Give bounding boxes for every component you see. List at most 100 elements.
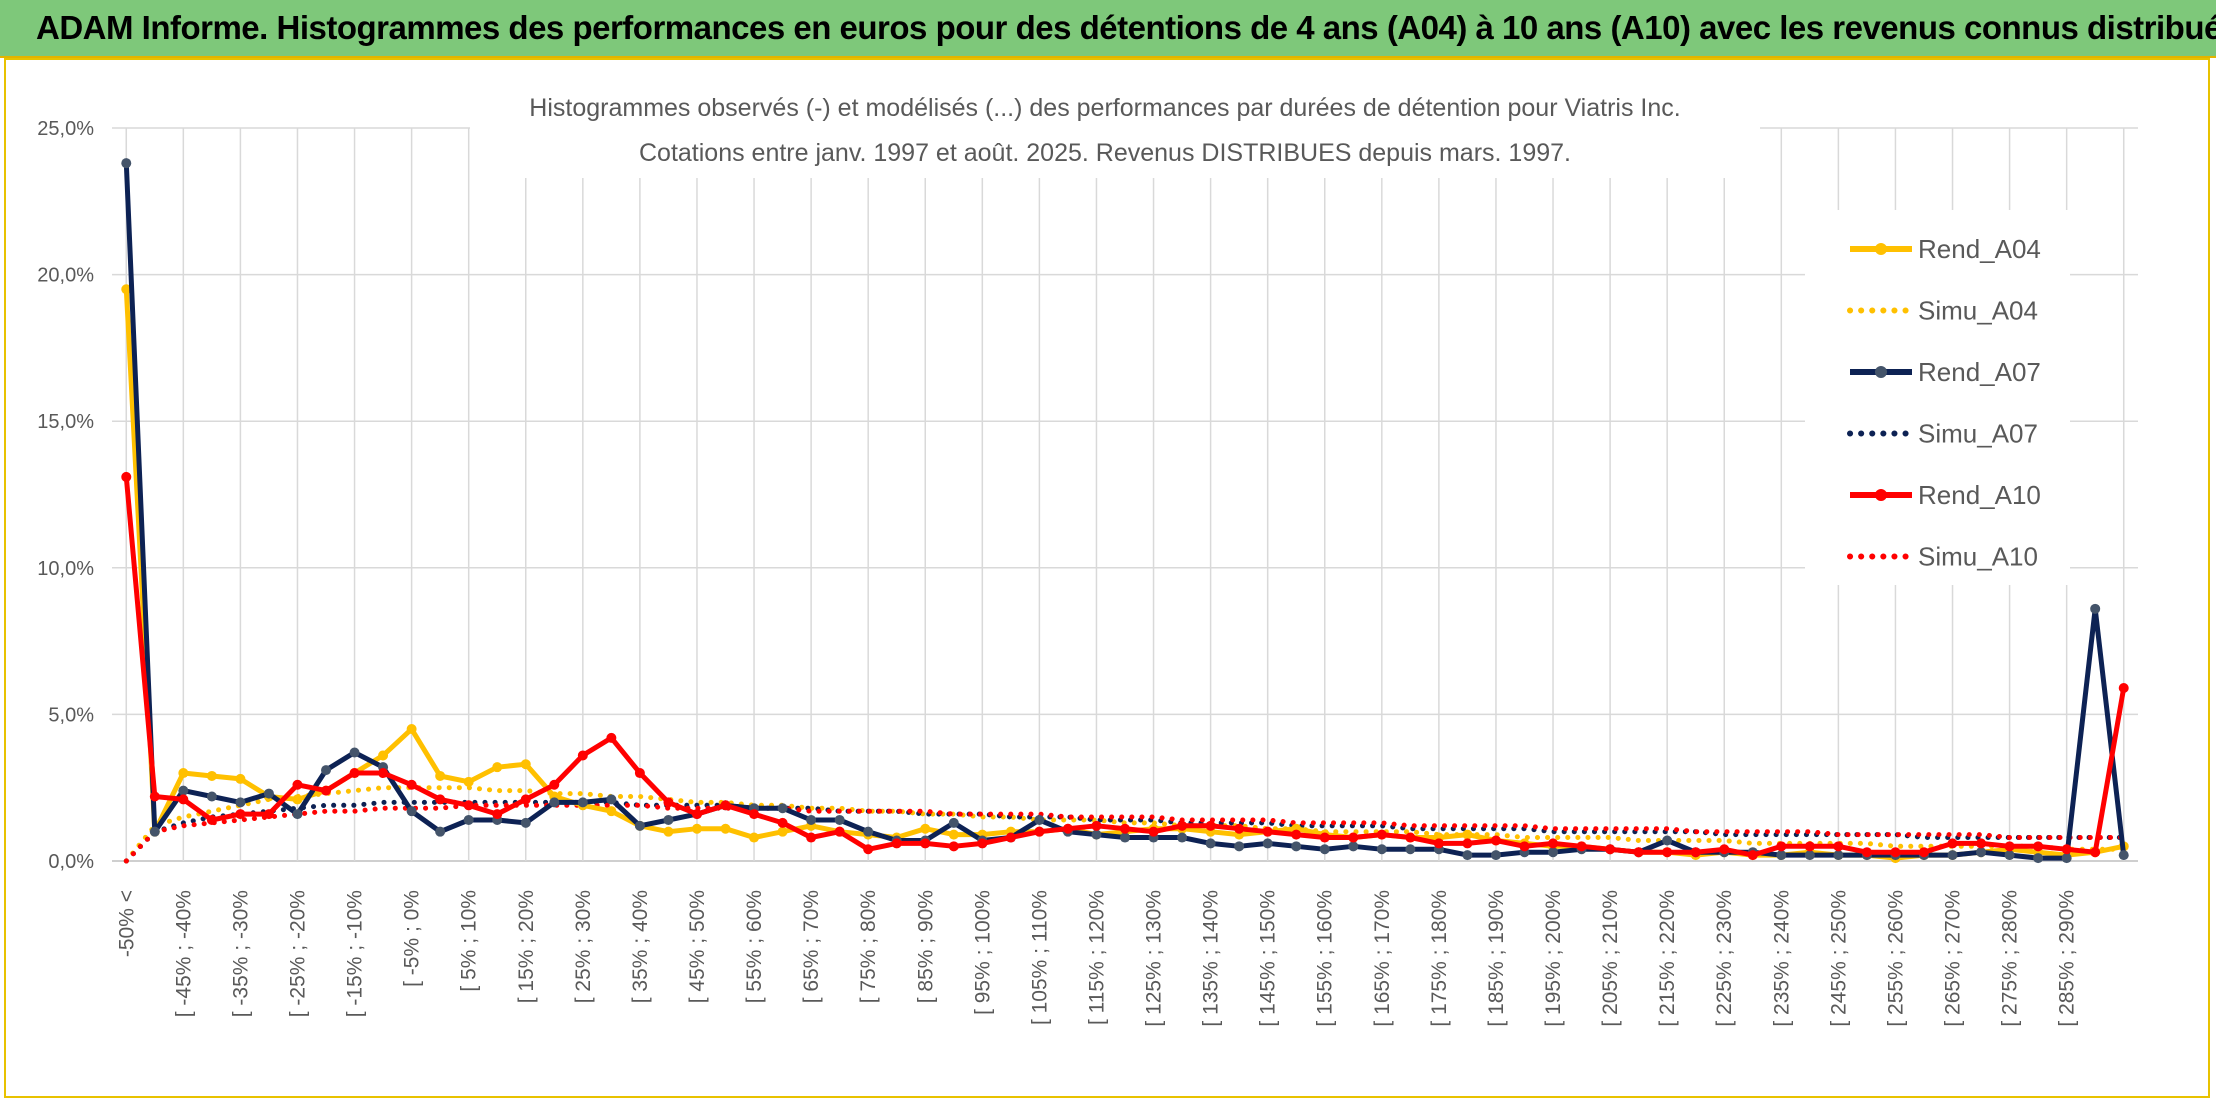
- data-point: [2033, 841, 2044, 852]
- data-point: [806, 832, 817, 843]
- legend-item-rend-a10: Rend_A10: [1850, 480, 2041, 510]
- data-point: [178, 794, 189, 805]
- data-point: [606, 732, 617, 743]
- data-point: [406, 806, 417, 817]
- y-tick-label: 5,0%: [48, 704, 94, 726]
- data-point: [1719, 844, 1730, 855]
- x-axis-ticks: -50% < [ -45% ; -40% [ -35% ; -30% [ -25% ;…: [115, 890, 2078, 1027]
- legend-item-rend-a07: Rend_A07: [1850, 357, 2041, 387]
- x-tick-label: [ 25% ; 30%: [572, 890, 595, 1003]
- data-point: [1519, 841, 1530, 852]
- data-point: [1034, 814, 1045, 825]
- x-tick-label: [ 195% ; 200%: [1542, 890, 1565, 1027]
- data-point: [2004, 850, 2015, 861]
- x-tick-label: [ 45% ; 50%: [686, 890, 709, 1003]
- x-tick-label: [ 35% ; 40%: [629, 890, 652, 1003]
- data-point: [1462, 838, 1473, 849]
- data-point: [1177, 820, 1188, 831]
- data-point: [149, 826, 160, 837]
- data-point: [1918, 847, 1929, 858]
- data-point: [492, 809, 503, 820]
- legend-label: Simu_A04: [1918, 296, 2038, 326]
- data-point: [1291, 829, 1302, 840]
- data-point: [206, 791, 217, 802]
- data-point: [1319, 832, 1330, 843]
- data-point: [1861, 847, 1872, 858]
- data-point: [1662, 847, 1673, 858]
- data-point: [406, 779, 417, 790]
- data-point: [691, 809, 702, 820]
- data-point: [463, 800, 474, 811]
- data-point: [292, 809, 303, 820]
- data-point: [121, 284, 132, 295]
- x-tick-label: [ -15% ; -10%: [344, 890, 367, 1017]
- series-simu-a04: [123, 785, 2127, 864]
- data-point: [435, 770, 446, 781]
- data-point: [1633, 847, 1644, 858]
- data-point: [2118, 850, 2129, 861]
- data-point: [1947, 838, 1958, 849]
- x-tick-label: -50% <: [115, 890, 138, 957]
- data-point: [1405, 844, 1416, 855]
- data-point: [777, 817, 788, 828]
- data-point: [1205, 820, 1216, 831]
- x-tick-label: [ 275% ; 280%: [1999, 890, 2022, 1027]
- data-point: [1234, 841, 1245, 852]
- chart-title: Histogrammes observés (-) et modélisés (…: [529, 94, 1680, 122]
- data-point: [1091, 820, 1102, 831]
- data-point: [777, 826, 788, 837]
- data-point: [378, 768, 389, 779]
- data-point: [920, 838, 931, 849]
- data-point: [863, 844, 874, 855]
- legend-item-simu-a07: Simu_A07: [1847, 419, 2038, 449]
- data-point: [948, 829, 959, 840]
- series-lines: [121, 158, 2129, 864]
- data-point: [1262, 838, 1273, 849]
- data-point: [1405, 832, 1416, 843]
- data-point: [1348, 832, 1359, 843]
- y-tick-label: 10,0%: [37, 558, 94, 580]
- x-tick-label: [ 5% ; 10%: [458, 890, 481, 992]
- data-point: [806, 814, 817, 825]
- markers-rend-a10: [121, 471, 2129, 861]
- data-point: [321, 765, 332, 776]
- data-point: [178, 785, 189, 796]
- data-point: [121, 471, 132, 482]
- x-tick-label: [ 105% ; 110%: [1028, 890, 1051, 1025]
- data-point: [834, 814, 845, 825]
- data-point: [463, 776, 474, 787]
- data-point: [1776, 841, 1787, 852]
- data-point: [1091, 829, 1102, 840]
- x-tick-label: [ 155% ; 160%: [1314, 890, 1337, 1027]
- x-tick-label: [ 285% ; 290%: [2056, 890, 2079, 1027]
- x-tick-label: [ 225% ; 230%: [1713, 890, 1736, 1027]
- data-point: [1376, 844, 1387, 855]
- data-point: [749, 832, 760, 843]
- data-point: [1062, 823, 1073, 834]
- x-tick-label: [ 95% ; 100%: [971, 890, 994, 1015]
- report-title: ADAM Informe. Histogrammes des performan…: [36, 9, 2216, 46]
- y-axis-ticks: 0,0% 5,0% 10,0% 15,0% 20,0% 25,0%: [37, 118, 94, 873]
- y-tick-label: 20,0%: [37, 265, 94, 287]
- data-point: [435, 826, 446, 837]
- data-point: [977, 838, 988, 849]
- x-tick-label: [ 85% ; 90%: [914, 890, 937, 1003]
- data-point: [1776, 850, 1787, 861]
- data-point: [1376, 829, 1387, 840]
- data-point: [948, 841, 959, 852]
- data-point: [891, 838, 902, 849]
- chart-subtitle: Cotations entre janv. 1997 et août. 2025…: [639, 139, 1571, 167]
- data-point: [1548, 847, 1559, 858]
- data-point: [1605, 844, 1616, 855]
- data-point: [863, 826, 874, 837]
- x-tick-label: [ 145% ; 150%: [1257, 890, 1280, 1027]
- data-point: [1034, 826, 1045, 837]
- data-point: [206, 814, 217, 825]
- data-point: [1947, 850, 1958, 861]
- data-point: [1833, 841, 1844, 852]
- data-point: [1662, 835, 1673, 846]
- data-point: [1234, 823, 1245, 834]
- legend-label: Rend_A10: [1918, 480, 2041, 510]
- data-point: [777, 803, 788, 814]
